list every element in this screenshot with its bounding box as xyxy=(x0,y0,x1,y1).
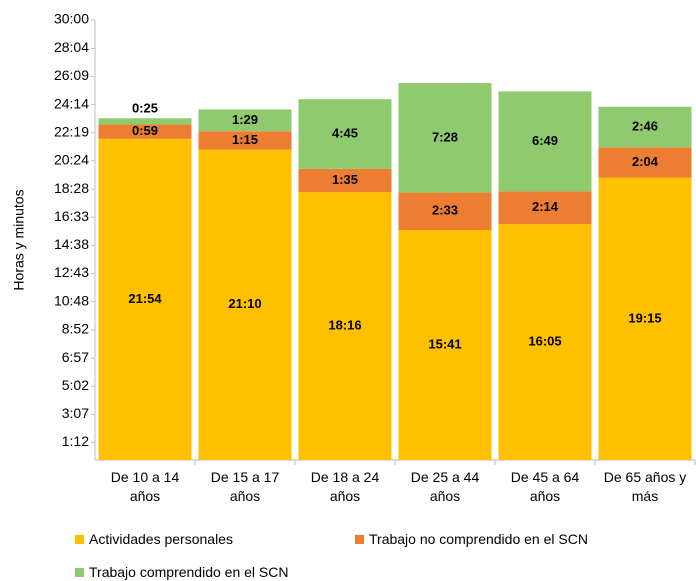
data-label: 19:15 xyxy=(628,310,661,325)
bar-segment xyxy=(598,177,692,460)
x-tick-label: De 18 a 24 años xyxy=(310,469,380,504)
legend-label: Trabajo no comprendido en el SCN xyxy=(369,531,588,547)
y-tick-label: 16:33 xyxy=(54,208,89,224)
bar-segment xyxy=(298,192,392,461)
x-tick-label: De 65 años y más xyxy=(603,469,687,504)
legend-swatch xyxy=(75,567,84,577)
data-label: 1:29 xyxy=(232,112,258,127)
y-tick-label: 28:04 xyxy=(54,39,89,55)
data-label: 2:33 xyxy=(432,203,458,218)
x-tick-label: De 25 a 44 años xyxy=(410,469,480,504)
y-tick-label: 6:57 xyxy=(62,349,89,365)
y-tick-label: 24:14 xyxy=(54,95,89,111)
data-label: 2:14 xyxy=(532,199,559,214)
bar-segment xyxy=(498,191,592,225)
legend-label: Trabajo comprendido en el SCN xyxy=(89,564,289,580)
y-axis-label: Horas y minutos xyxy=(11,189,27,290)
bar-segment xyxy=(98,138,192,461)
x-tick-label: De 15 a 17 años xyxy=(210,469,280,504)
data-label: 21:10 xyxy=(228,296,261,311)
bar-segment xyxy=(198,149,292,461)
y-tick-label: 14:38 xyxy=(54,236,89,252)
bar-segment xyxy=(398,192,492,230)
y-tick-label: 12:43 xyxy=(54,264,89,280)
bar-segment xyxy=(98,118,192,125)
data-label: 16:05 xyxy=(528,333,561,348)
y-tick-label: 1:12 xyxy=(62,433,89,449)
data-label: 15:41 xyxy=(428,336,461,351)
data-label: 18:16 xyxy=(328,317,361,332)
legend-item: Trabajo comprendido en el SCN xyxy=(75,564,288,580)
legend-item: Trabajo no comprendido en el SCN xyxy=(355,531,588,547)
bar-segment xyxy=(398,229,492,460)
bar-segment xyxy=(198,131,292,150)
data-label: 7:28 xyxy=(432,129,458,144)
legend-swatch xyxy=(75,534,84,544)
bar-segment xyxy=(98,124,192,139)
y-tick-label: 18:28 xyxy=(54,180,89,196)
bar-segment xyxy=(598,106,692,148)
legend-item: Actividades personales xyxy=(75,531,233,547)
data-label: 1:35 xyxy=(332,172,358,187)
bar-segment xyxy=(498,91,592,192)
legend-label: Actividades personales xyxy=(89,531,233,547)
y-tick-label: 10:48 xyxy=(54,292,89,308)
data-label: 2:46 xyxy=(632,119,658,134)
bar-segment xyxy=(598,147,692,178)
data-label: 1:15 xyxy=(232,132,258,147)
x-tick-label: De 10 a 14 años xyxy=(110,469,180,504)
y-tick-label: 20:24 xyxy=(54,152,89,168)
data-label: 21:54 xyxy=(128,291,162,306)
data-label: 4:45 xyxy=(332,125,358,140)
data-label: 0:25 xyxy=(132,101,158,116)
data-label: 6:49 xyxy=(532,133,558,148)
legend-swatch xyxy=(355,534,364,544)
y-tick-label: 8:52 xyxy=(62,321,89,337)
bar-segment xyxy=(298,168,392,193)
data-label: 2:04 xyxy=(632,154,659,169)
data-label: 0:59 xyxy=(132,123,158,138)
bar-segment xyxy=(198,109,292,132)
y-tick-label: 22:19 xyxy=(54,123,89,139)
bar-segment xyxy=(398,83,492,193)
y-tick-label: 5:02 xyxy=(62,377,89,393)
bar-segment xyxy=(498,224,592,460)
y-tick-label: 30:00 xyxy=(54,11,89,27)
y-tick-label: 26:09 xyxy=(54,67,89,83)
y-tick-label: 3:07 xyxy=(62,405,89,421)
bar-segment xyxy=(298,99,392,169)
x-tick-label: De 45 a 64 años xyxy=(510,469,580,504)
